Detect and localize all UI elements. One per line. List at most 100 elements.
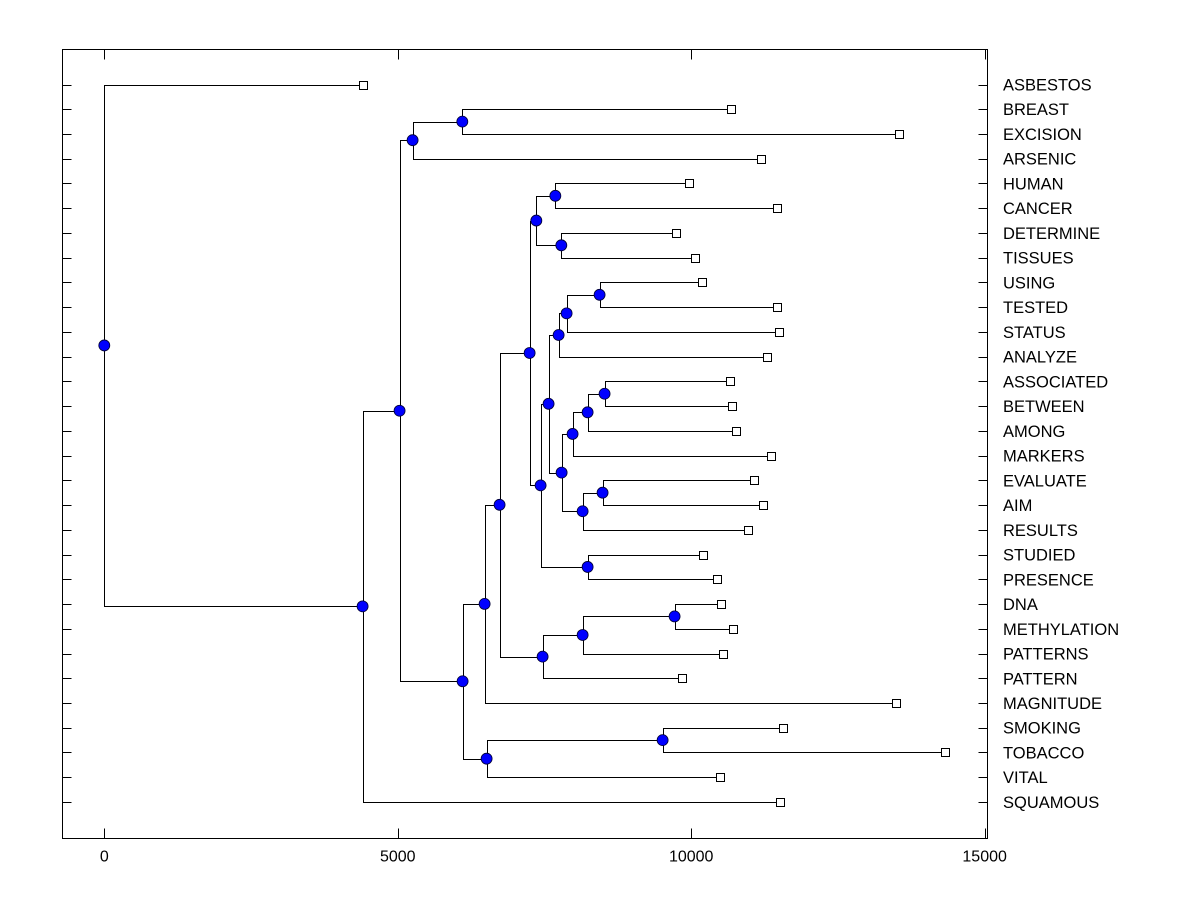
leaf-label: MARKERS [1003, 448, 1085, 466]
x-tick-label: 15000 [962, 849, 1007, 866]
branch-line [400, 140, 414, 412]
branch-line [663, 740, 946, 753]
branch-line [583, 635, 724, 655]
branch-line [400, 411, 464, 682]
leaf-label: PATTERNS [1003, 646, 1089, 664]
cluster-node [493, 498, 506, 511]
leaf-label: SMOKING [1003, 720, 1081, 738]
branch-line [588, 567, 718, 580]
cluster-node [555, 466, 568, 479]
leaf-marker [717, 600, 726, 609]
leaf-marker [776, 798, 785, 807]
branch-line [561, 233, 677, 246]
branch-line [363, 411, 401, 607]
leaf-marker [729, 625, 738, 634]
cluster-node [668, 610, 681, 623]
cluster-node [456, 115, 469, 128]
branch-line [603, 480, 755, 494]
leaf-marker [763, 353, 772, 362]
leaf-marker [691, 254, 700, 263]
leaf-marker [713, 575, 722, 584]
leaf-marker [699, 551, 708, 560]
cluster-node [530, 214, 543, 227]
leaf-label: SQUAMOUS [1003, 794, 1099, 812]
branch-line [413, 140, 762, 160]
leaf-marker [750, 476, 759, 485]
branch-line [463, 681, 488, 760]
leaf-label: TISSUES [1003, 250, 1074, 268]
leaf-marker [698, 278, 707, 287]
branch-line [500, 505, 544, 658]
branch-line [583, 616, 676, 636]
leaf-label: DNA [1003, 596, 1038, 614]
branch-line [562, 473, 584, 512]
cluster-node [406, 134, 419, 147]
leaf-label: METHYLATION [1003, 621, 1119, 639]
branch-line [487, 759, 721, 778]
branch-line [561, 245, 696, 259]
leaf-label: HUMAN [1003, 175, 1064, 193]
leaf-marker [773, 204, 782, 213]
leaf-label: AIM [1003, 497, 1032, 515]
leaf-marker [773, 303, 782, 312]
branch-line [543, 657, 683, 679]
leaf-marker [727, 105, 736, 114]
branch-line [675, 616, 734, 630]
branch-line [485, 505, 501, 605]
branch-line [500, 353, 531, 506]
branch-line [530, 353, 542, 486]
leaf-marker [744, 526, 753, 535]
leaf-marker [728, 402, 737, 411]
leaf-label: MAGNITUDE [1003, 695, 1102, 713]
branch-line [603, 493, 764, 506]
leaf-label: RESULTS [1003, 522, 1078, 540]
node-markers [98, 115, 681, 765]
branch-line [549, 335, 560, 405]
leaf-labels: ASBESTOS BREAST EXCISION ARSENIC HUMAN CANCER… [1003, 77, 1119, 812]
cluster-node [542, 397, 555, 410]
cluster-node [656, 734, 669, 747]
cluster-node [581, 561, 594, 573]
cluster-node [552, 329, 565, 341]
leaf-label: PATTERN [1003, 670, 1078, 688]
branch-line [675, 604, 722, 617]
branch-line [567, 313, 780, 333]
branch-line [485, 604, 897, 704]
cluster-node [536, 650, 549, 663]
leaf-label: ANALYZE [1003, 349, 1077, 367]
leaf-marker [767, 452, 776, 461]
cluster-node [596, 486, 609, 499]
branch-line [588, 555, 704, 568]
branch-line [541, 404, 550, 486]
x-tick-labels: 0 5000 10000 15000 [100, 849, 1007, 866]
leaf-label: USING [1003, 274, 1055, 292]
leaf-label: CANCER [1003, 200, 1073, 218]
cluster-node [478, 597, 491, 610]
branch-line [536, 196, 556, 222]
cluster-node [549, 189, 562, 202]
cluster-node [456, 675, 469, 688]
branch-line [605, 394, 733, 407]
leaf-marker [895, 130, 904, 139]
branch-line [567, 295, 601, 314]
leaf-marker [941, 748, 950, 757]
branches [104, 85, 946, 803]
leaf-label: ASSOCIATED [1003, 373, 1108, 391]
leaf-label: TESTED [1003, 299, 1068, 317]
cluster-node [566, 428, 579, 440]
branch-line [463, 604, 486, 682]
leaf-marker [716, 773, 725, 782]
leaf-marker [759, 501, 768, 510]
x-tick-label: 10000 [669, 849, 714, 866]
leaf-label: TOBACCO [1003, 744, 1084, 762]
leaf-label: ARSENIC [1003, 151, 1076, 169]
leaf-label: EVALUATE [1003, 472, 1087, 490]
plot-border [62, 49, 988, 839]
leaf-marker [779, 724, 788, 733]
leaf-label: VITAL [1003, 769, 1048, 787]
plot-frame [62, 49, 988, 839]
leaf-marker [685, 179, 694, 188]
leaf-marker [678, 674, 687, 683]
branch-line [487, 740, 664, 760]
